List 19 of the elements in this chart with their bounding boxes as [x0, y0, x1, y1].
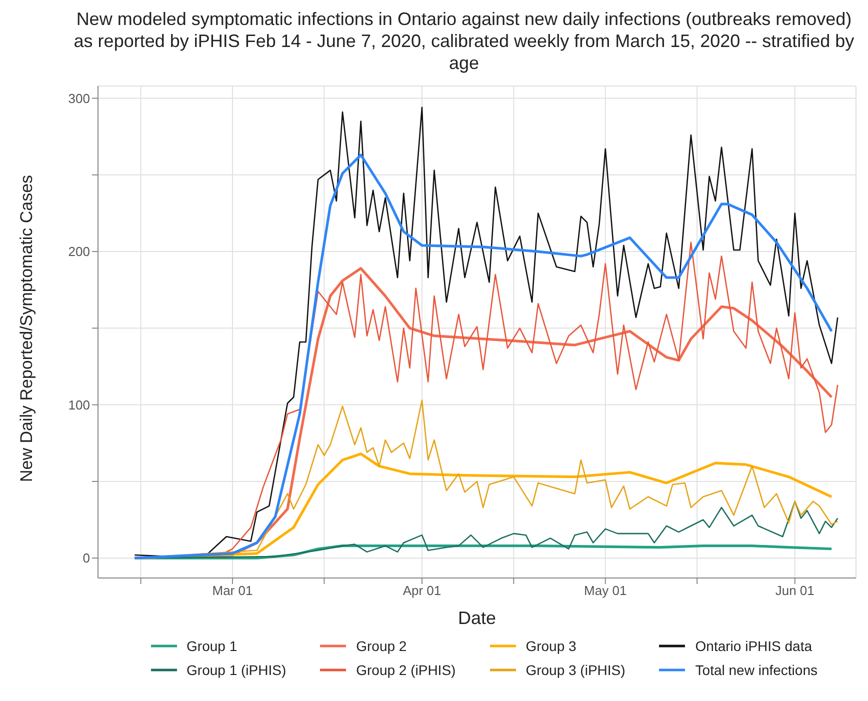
legend-label: Ontario iPHIS data — [695, 638, 812, 654]
legend-label: Group 1 (iPHIS) — [186, 662, 286, 678]
y-axis-title: New Daily Reported/Symptomatic Cases — [17, 174, 36, 482]
y-tick-label: 200 — [68, 244, 90, 260]
chart-title: New modeled symptomatic infections in Ontario against new daily infections (outbreaks removed) as reported by iPHIS Feb 14 - June 7, 2020, calibrated weekly from March 15, 2020 -- stratified by age — [72, 8, 856, 74]
x-tick-label: Apr 01 — [402, 583, 442, 598]
legend-label: Group 3 (iPHIS) — [526, 662, 626, 678]
x-tick-label: May 01 — [584, 583, 627, 598]
y-tick-label: 0 — [82, 550, 90, 566]
legend-label: Group 3 — [526, 638, 576, 654]
legend-label: Group 1 — [186, 638, 238, 654]
y-tick-label: 100 — [68, 397, 90, 412]
legend-label: Total new infections — [695, 662, 818, 678]
x-axis-title: Date — [458, 608, 496, 628]
x-tick-label: Jun 01 — [775, 583, 814, 598]
x-tick-label: Mar 01 — [212, 583, 253, 598]
legend-label: Group 2 — [356, 638, 407, 654]
y-tick-label: 300 — [68, 90, 90, 106]
legend-label: Group 2 (iPHIS) — [356, 662, 456, 678]
